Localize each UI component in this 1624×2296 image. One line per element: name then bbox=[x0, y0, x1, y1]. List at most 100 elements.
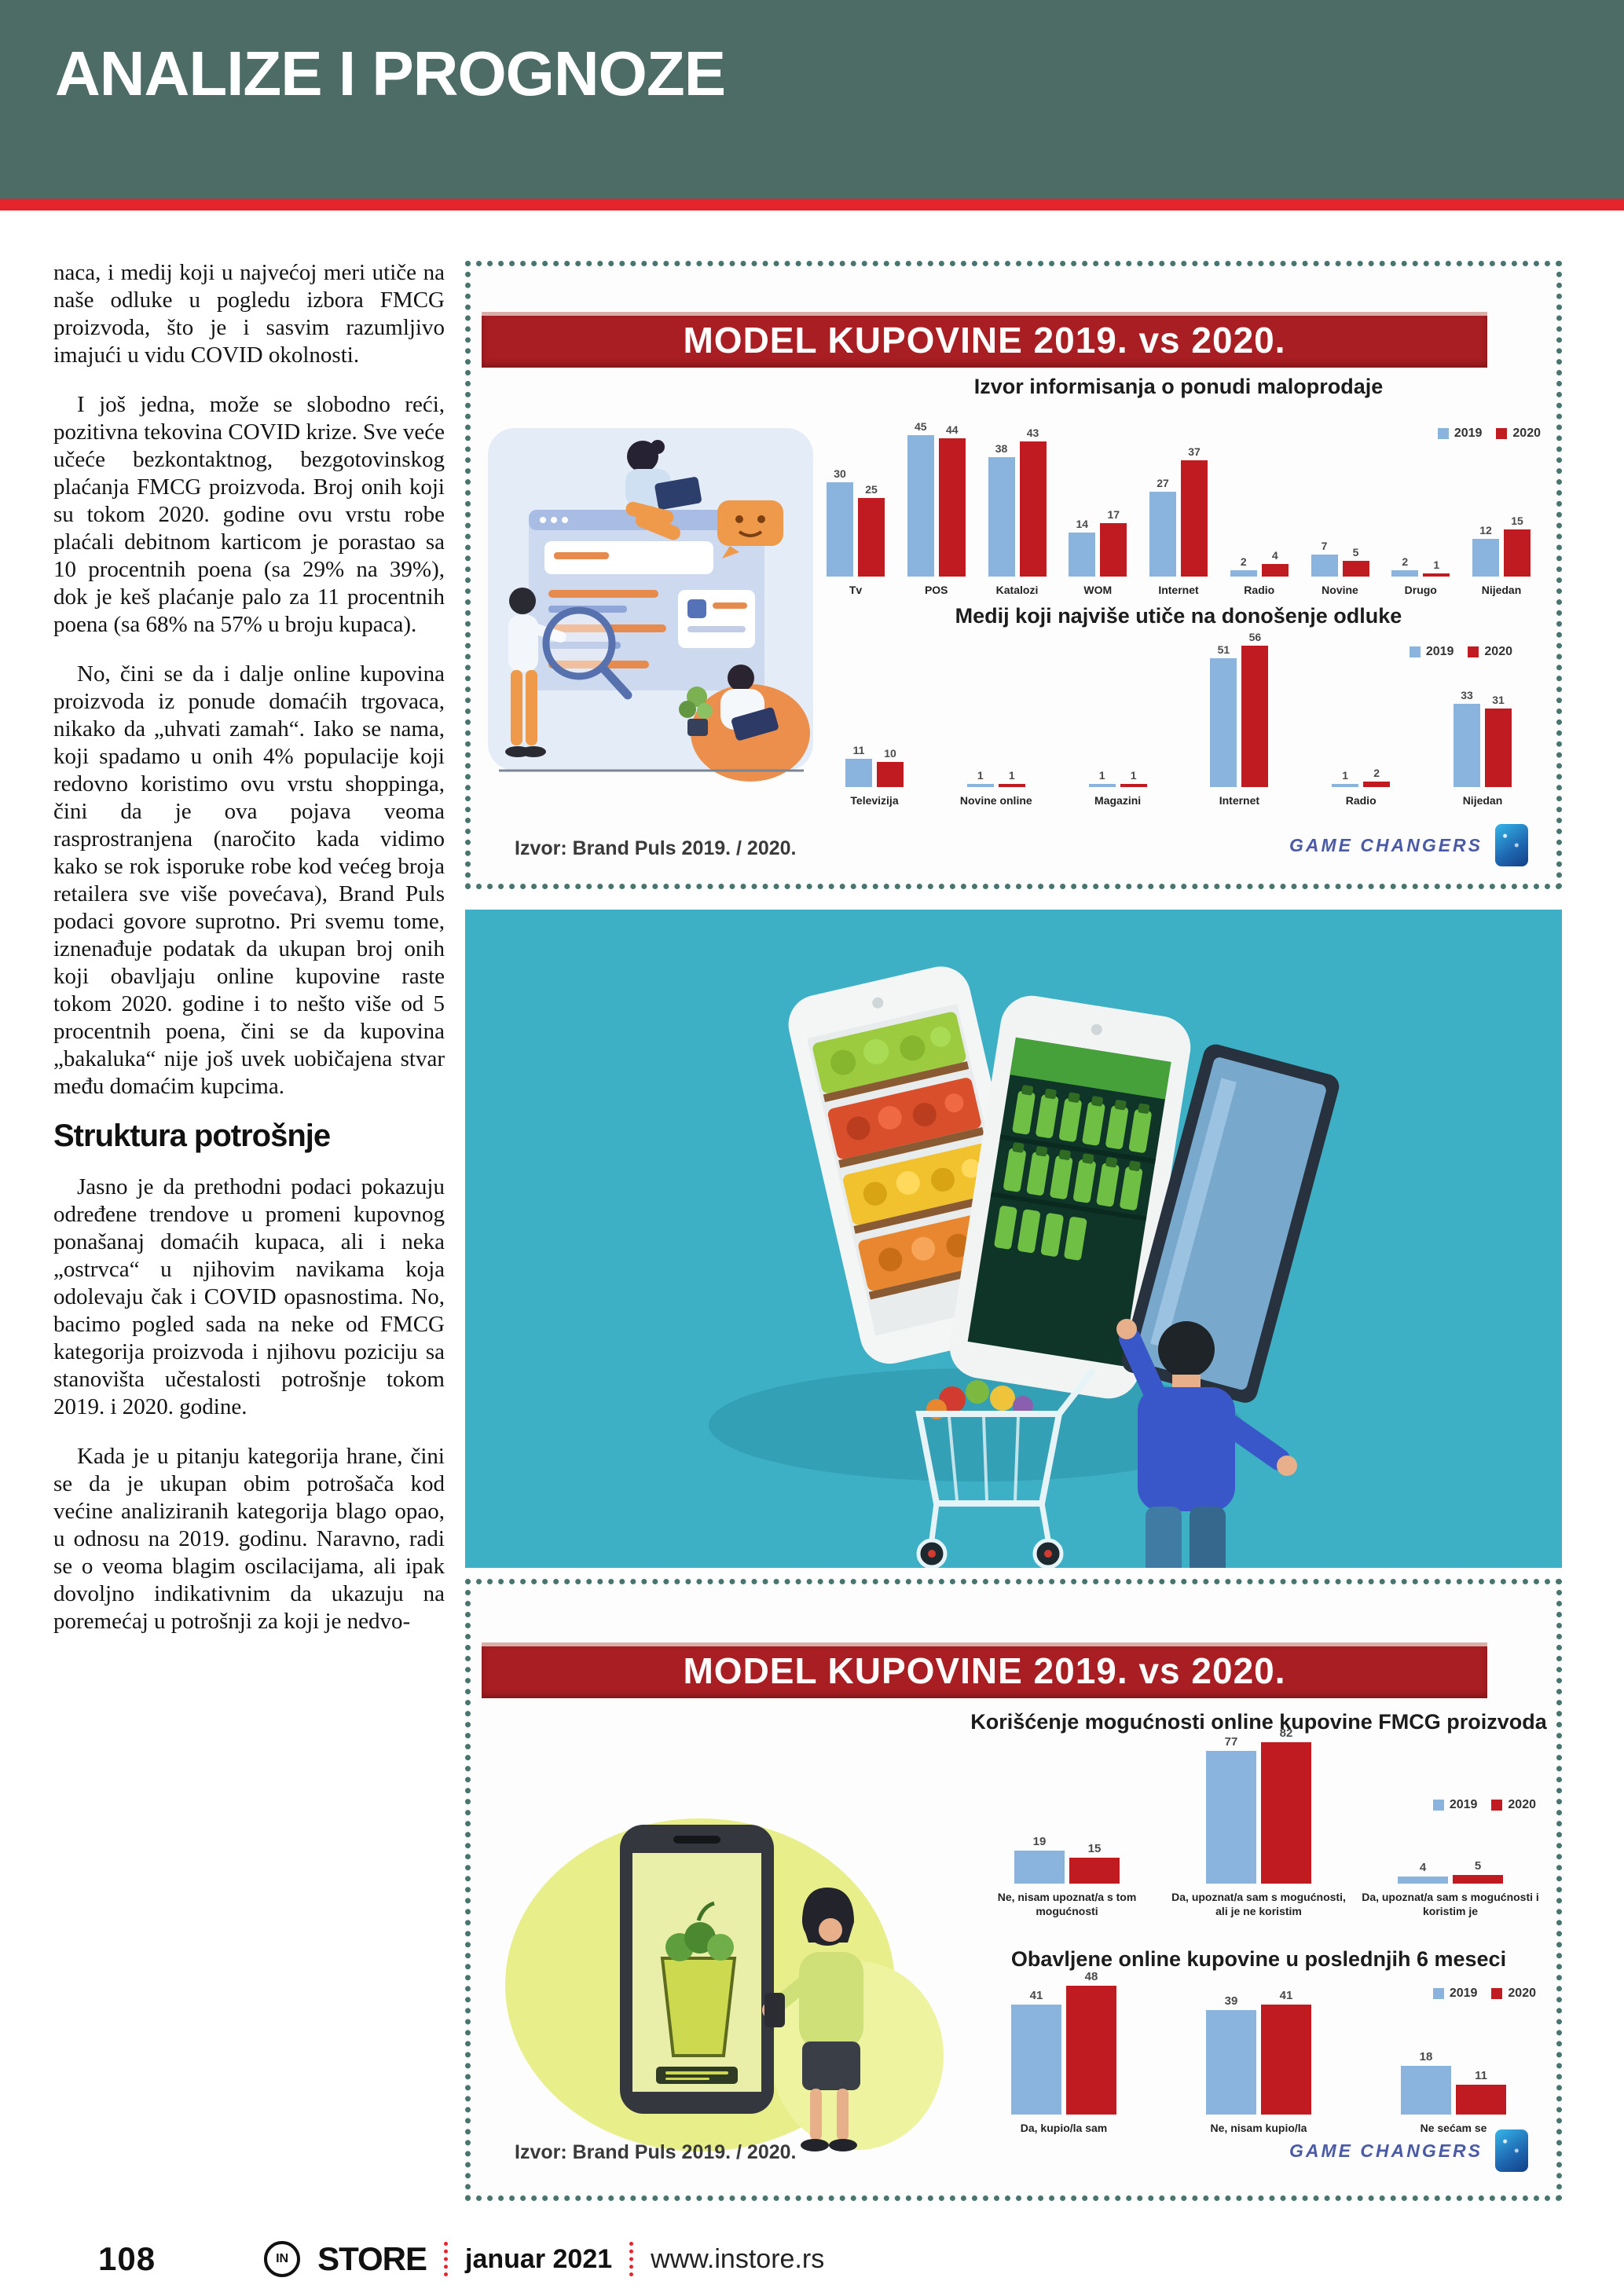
chart-bars: 30 25 Tv 45 44 POS 38 43 Katalozi 14 17 WOM 27 37 Inte… bbox=[813, 420, 1544, 598]
ipsos-logo-icon bbox=[1495, 824, 1528, 866]
agency-branding: GAME CHANGERS bbox=[1289, 2129, 1528, 2172]
infographic-banner: MODEL KUPOVINE 2019. vs 2020. bbox=[482, 312, 1487, 368]
bar-wrap: 51 bbox=[1210, 643, 1237, 787]
bar-2019 bbox=[988, 456, 1015, 577]
bar-2020 bbox=[1069, 1858, 1120, 1884]
page-footer: 108 IN STORE januar 2021 www.instore.rs bbox=[98, 2240, 824, 2278]
bar-value-label: 2 bbox=[1402, 555, 1409, 568]
bar-2020 bbox=[1261, 563, 1289, 577]
category-label: WOM bbox=[1083, 583, 1113, 596]
bar-wrap: 25 bbox=[858, 483, 885, 577]
header-red-stripe bbox=[0, 199, 1624, 211]
category-label: Radio bbox=[1244, 583, 1275, 596]
bar-group: 51 56 Internet bbox=[1182, 631, 1296, 807]
bar-wrap: 45 bbox=[907, 420, 934, 577]
article-column: naca, i medij koji u najvećoj meri utiče… bbox=[53, 259, 445, 1657]
bar-wrap: 1 bbox=[998, 769, 1025, 787]
bar-2019 bbox=[1453, 703, 1480, 787]
chart-bars: 41 48 Da, kupio/la sam 39 41 Ne, nisam kupio/… bbox=[970, 1970, 1547, 2135]
category-label: Televizija bbox=[850, 793, 899, 807]
bar-wrap: 5 bbox=[1342, 546, 1369, 577]
bar-wrap: 56 bbox=[1241, 631, 1269, 787]
bar-2020 bbox=[1241, 646, 1269, 787]
bar-wrap: 37 bbox=[1181, 445, 1208, 577]
store-brand-logo: STORE bbox=[317, 2240, 427, 2277]
bar-group: 2 4 Radio bbox=[1222, 549, 1297, 598]
bar-value-label: 51 bbox=[1217, 643, 1230, 657]
bar-pair: 41 48 bbox=[1011, 1970, 1116, 2115]
chart-source-note: Izvor: Brand Puls 2019. / 2020. bbox=[515, 2141, 797, 2163]
page-title: ANALIZE I PROGNOZE bbox=[55, 38, 726, 108]
category-label: Novine bbox=[1322, 583, 1358, 596]
bar-group: 4 5 Da, upoznat/a sam s mogućnosti i koris… bbox=[1358, 1859, 1542, 1918]
chart-title: Medij koji najviše utiče na donošenje od… bbox=[955, 604, 1402, 628]
bar-value-label: 37 bbox=[1188, 445, 1201, 458]
bar-group: 1 1 Novine online bbox=[940, 769, 1053, 807]
bar-2019 bbox=[1206, 2009, 1256, 2115]
bar-pair: 38 43 bbox=[988, 427, 1047, 577]
category-label: Internet bbox=[1219, 793, 1260, 807]
bar-value-label: 10 bbox=[884, 746, 896, 760]
bar-2019 bbox=[845, 759, 872, 787]
bar-wrap: 4 bbox=[1398, 1861, 1448, 1884]
legend-label: 2020 bbox=[1512, 427, 1541, 440]
legend-swatch-icon bbox=[1432, 1800, 1444, 1811]
bar-value-label: 1 bbox=[1433, 558, 1440, 571]
bar-value-label: 1 bbox=[977, 769, 984, 782]
legend-swatch-icon bbox=[1437, 428, 1449, 439]
chart-title: Obavljene online kupovine u poslednjih 6… bbox=[1010, 1947, 1507, 1971]
bar-value-label: 19 bbox=[1032, 1835, 1047, 1849]
chart-bars: 19 15 Ne, nisam upoznat/a s tom mogućnosti… bbox=[970, 1727, 1547, 1918]
bar-2019 bbox=[1391, 569, 1419, 577]
bar-2020 bbox=[1504, 529, 1531, 577]
chart-title: Izvor informisanja o ponudi maloprodaje bbox=[973, 375, 1384, 398]
chart-mediji-uticaj: Medij koji najviše utiče na donošenje od… bbox=[813, 604, 1544, 807]
category-label: Katalozi bbox=[995, 583, 1039, 596]
category-label: Nijedan bbox=[1481, 583, 1522, 596]
bar-value-label: 27 bbox=[1157, 476, 1169, 489]
page-header-band: ANALIZE I PROGNOZE bbox=[0, 0, 1624, 199]
bar-wrap: 1 bbox=[1088, 769, 1116, 787]
bar-wrap: 41 bbox=[1011, 1989, 1061, 2115]
bar-2020 bbox=[858, 497, 885, 577]
bar-2019 bbox=[1149, 491, 1176, 577]
legend-item-2020: 2020 bbox=[1468, 645, 1512, 659]
bar-2019 bbox=[1332, 784, 1359, 787]
bar-2019 bbox=[827, 482, 853, 577]
category-label: Magazini bbox=[1094, 793, 1142, 807]
bar-value-label: 15 bbox=[1511, 514, 1523, 527]
bar-2020 bbox=[998, 784, 1025, 787]
legend-item-2020: 2020 bbox=[1491, 1987, 1536, 2001]
legend-item-2019: 2019 bbox=[1437, 427, 1483, 441]
chart-izvor-informisanja: Izvor informisanja o ponudi maloprodaje … bbox=[813, 375, 1544, 597]
bar-2020 bbox=[1181, 460, 1208, 577]
legend-label: 2019 bbox=[1454, 427, 1483, 440]
bar-group: 1 2 Radio bbox=[1304, 767, 1417, 807]
infographic-banner: MODEL KUPOVINE 2019. vs 2020. bbox=[482, 1642, 1487, 1698]
bar-pair: 27 37 bbox=[1149, 445, 1208, 577]
bar-value-label: 7 bbox=[1321, 539, 1328, 552]
game-changers-label: GAME CHANGERS bbox=[1289, 2140, 1483, 2161]
bar-2019 bbox=[1472, 538, 1499, 577]
bar-wrap: 30 bbox=[827, 467, 853, 577]
ipsos-logo-icon bbox=[1495, 2129, 1528, 2172]
bar-value-label: 39 bbox=[1224, 1994, 1238, 2008]
bar-wrap: 38 bbox=[988, 442, 1015, 577]
bar-wrap: 41 bbox=[1261, 1989, 1311, 2115]
category-label: Internet bbox=[1158, 583, 1199, 596]
chart-legend: 2019 2020 bbox=[1409, 645, 1512, 659]
agency-branding: GAME CHANGERS bbox=[1289, 824, 1528, 866]
bar-group: 39 41 Ne, nisam kupio/la bbox=[1170, 1989, 1347, 2135]
category-label: Nijedan bbox=[1462, 793, 1503, 807]
bar-2020 bbox=[1261, 1741, 1311, 1884]
bar-value-label: 18 bbox=[1419, 2050, 1433, 2064]
bar-2019 bbox=[966, 784, 994, 787]
bar-group: 19 15 Ne, nisam upoznat/a s tom mogućnosti bbox=[975, 1835, 1159, 1918]
article-subheading: Struktura potrošnje bbox=[53, 1119, 331, 1153]
bar-2020 bbox=[1453, 1875, 1503, 1884]
legend-swatch-icon bbox=[1496, 428, 1508, 439]
online-grocery-hero-image bbox=[465, 910, 1562, 1568]
